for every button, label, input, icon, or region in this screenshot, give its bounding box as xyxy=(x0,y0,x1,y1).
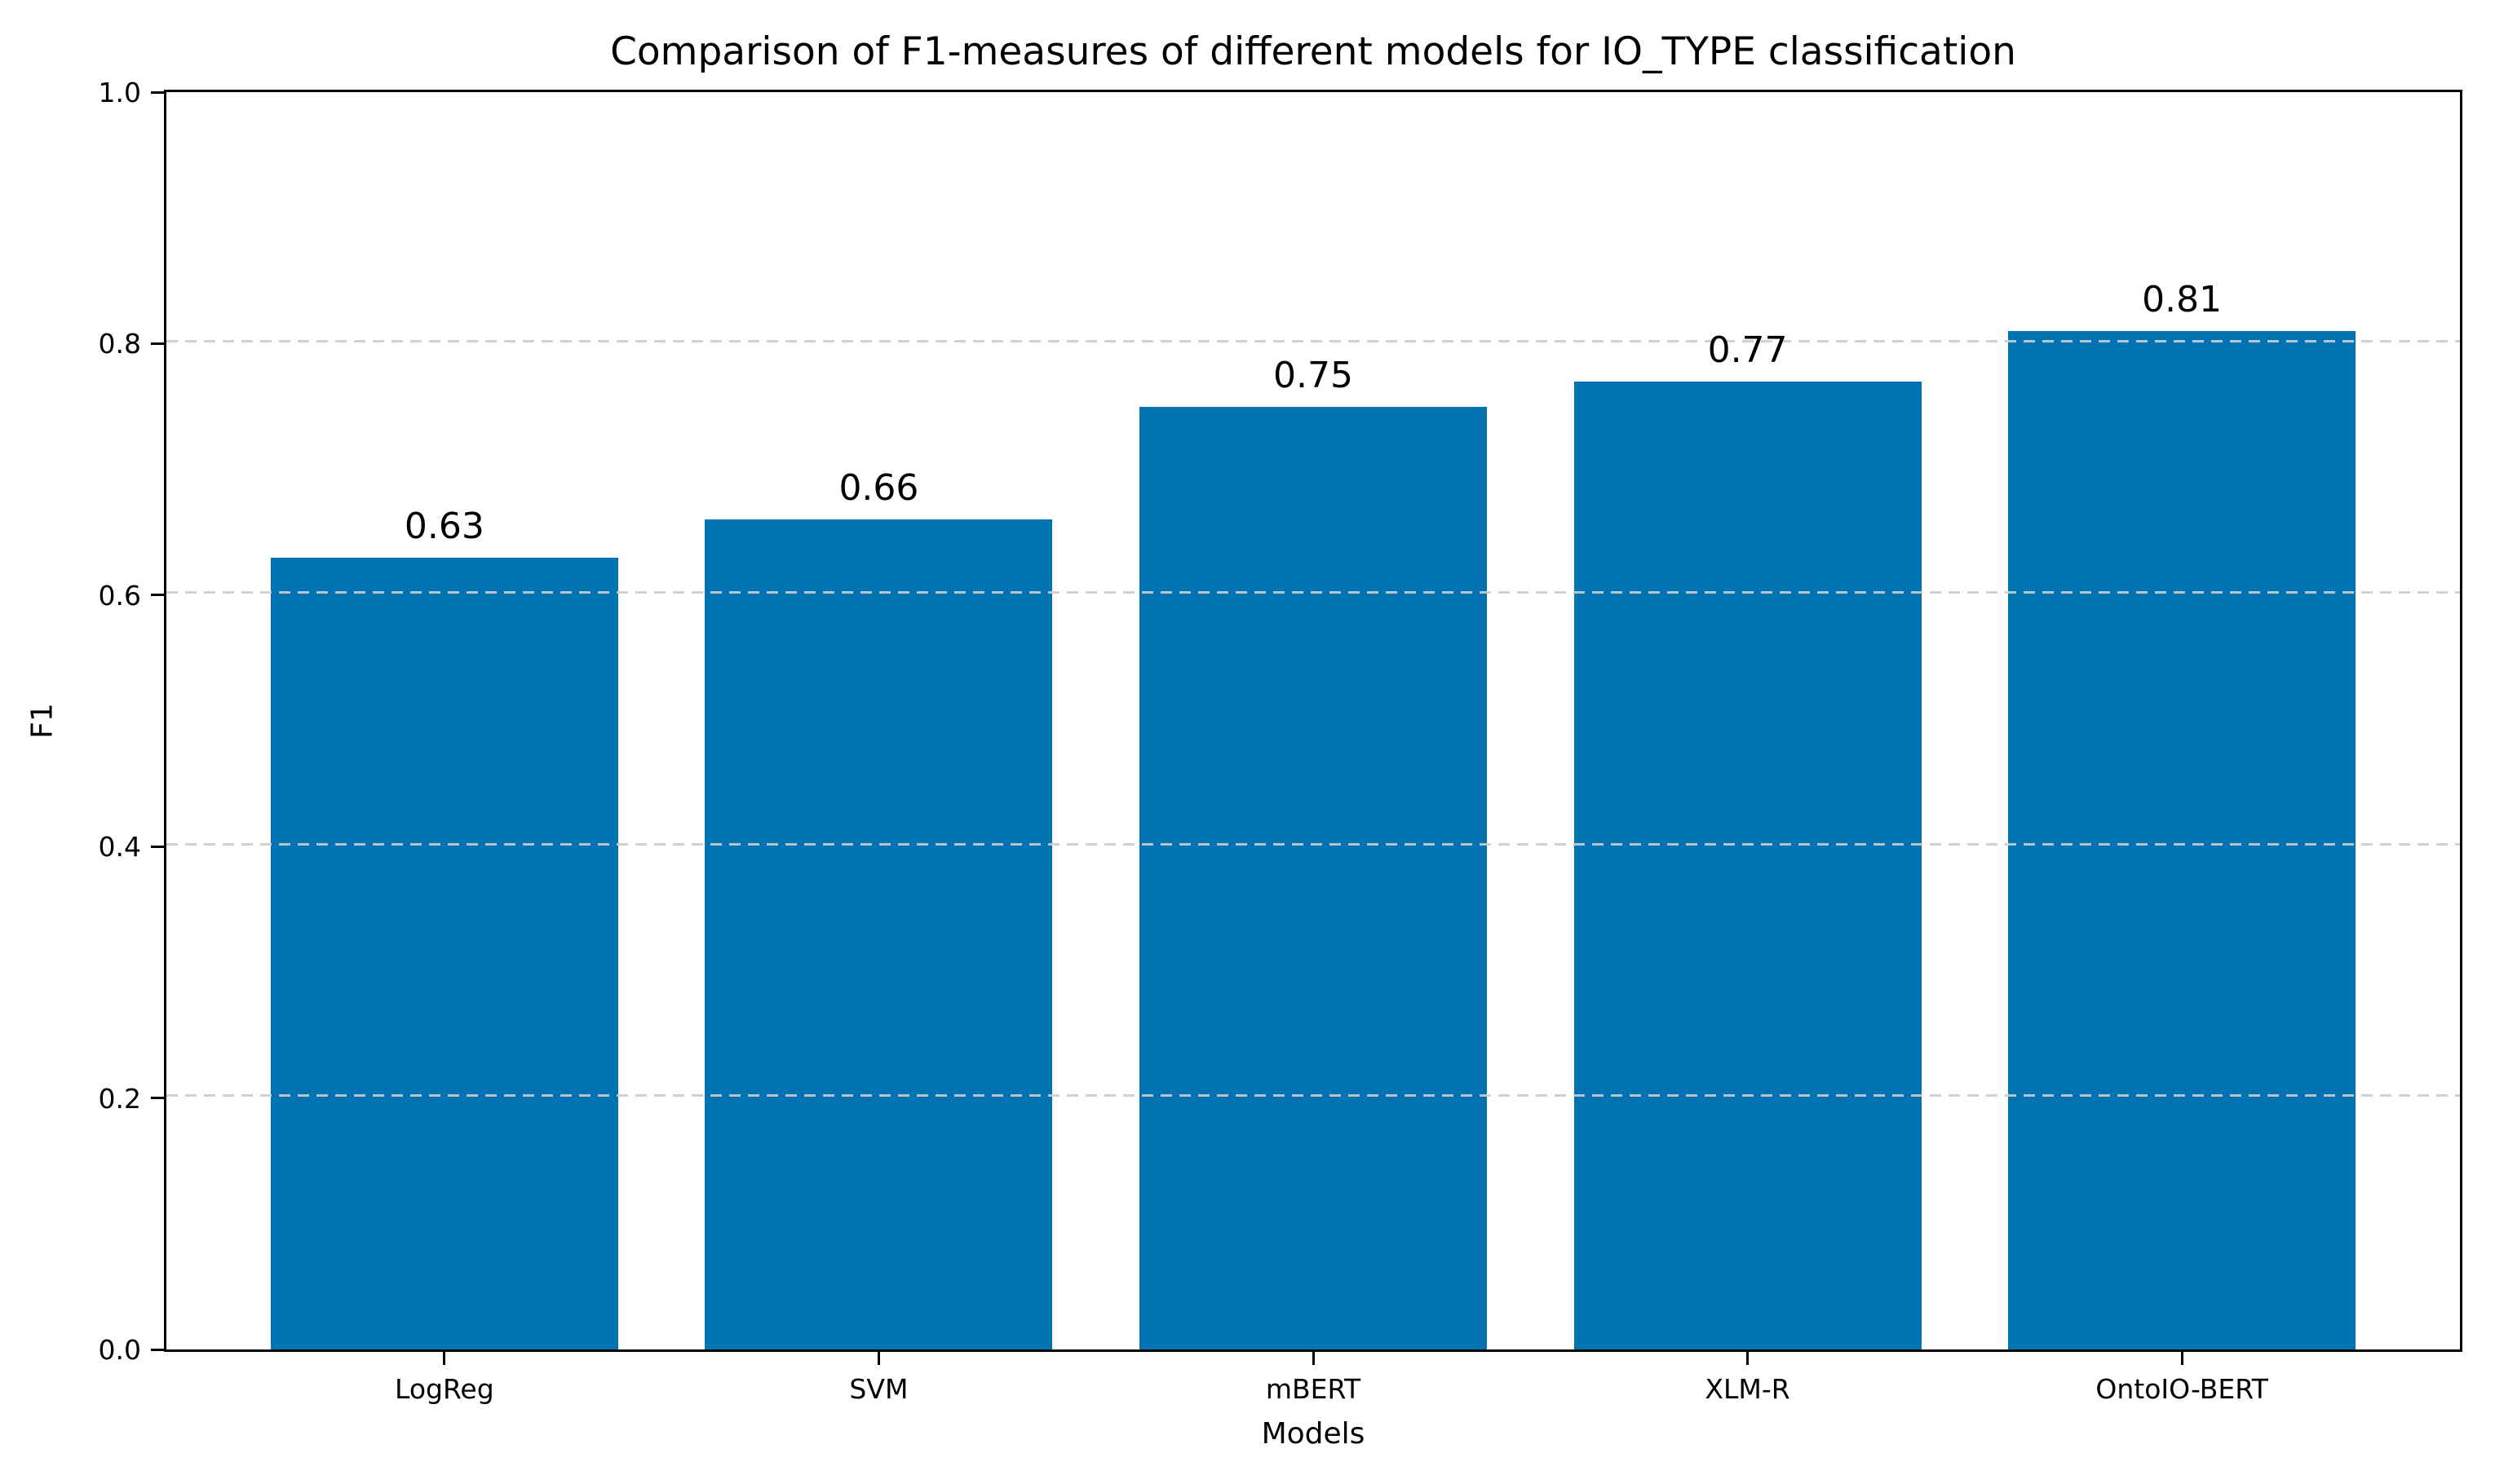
bar-xlm-r xyxy=(1573,381,1922,1349)
y-tick-mark xyxy=(151,342,164,345)
x-tick-label: mBERT xyxy=(1265,1373,1361,1405)
y-tick-mark xyxy=(151,1348,164,1351)
y-tick-label: 0.2 xyxy=(98,1082,141,1115)
y-tick-mark xyxy=(151,91,164,94)
y-tick-label: 0.0 xyxy=(98,1334,141,1366)
x-tick-mark xyxy=(877,1352,880,1365)
y-tick-label: 0.6 xyxy=(98,579,141,612)
bar-value-label: 0.75 xyxy=(1273,354,1353,396)
bar-svm xyxy=(705,519,1053,1349)
bar-mbert xyxy=(1139,406,1488,1349)
gridline xyxy=(166,842,2460,846)
bar-value-label: 0.66 xyxy=(838,467,919,510)
bar-ontoio-bert xyxy=(2008,330,2356,1349)
x-tick-label: XLM-R xyxy=(1705,1373,1790,1405)
x-axis-label: Models xyxy=(1261,1417,1365,1451)
y-tick-label: 0.8 xyxy=(98,328,141,360)
x-tick-mark xyxy=(2180,1352,2183,1365)
y-tick-mark xyxy=(151,594,164,597)
bar-value-label: 0.81 xyxy=(2142,278,2223,320)
y-tick-label: 0.4 xyxy=(98,831,141,863)
gridline xyxy=(166,339,2460,342)
bar-logreg xyxy=(270,557,618,1349)
x-tick-label: LogReg xyxy=(395,1373,494,1405)
gridline xyxy=(166,591,2460,594)
bar-value-label: 0.63 xyxy=(404,505,484,547)
gridline xyxy=(166,1094,2460,1098)
x-tick-mark xyxy=(443,1352,446,1365)
y-tick-mark xyxy=(151,1097,164,1100)
x-tick-mark xyxy=(1746,1352,1750,1365)
plot-area xyxy=(164,90,2462,1352)
y-tick-label: 1.0 xyxy=(98,77,141,108)
chart-title: Comparison of F1-measures of different m… xyxy=(610,29,2016,74)
y-axis-label: F1 xyxy=(25,703,60,739)
x-tick-label: SVM xyxy=(849,1373,909,1405)
x-tick-mark xyxy=(1312,1352,1315,1365)
bar-value-label: 0.77 xyxy=(1707,329,1788,371)
y-tick-mark xyxy=(151,845,164,848)
x-tick-label: OntoIO-BERT xyxy=(2095,1373,2268,1405)
